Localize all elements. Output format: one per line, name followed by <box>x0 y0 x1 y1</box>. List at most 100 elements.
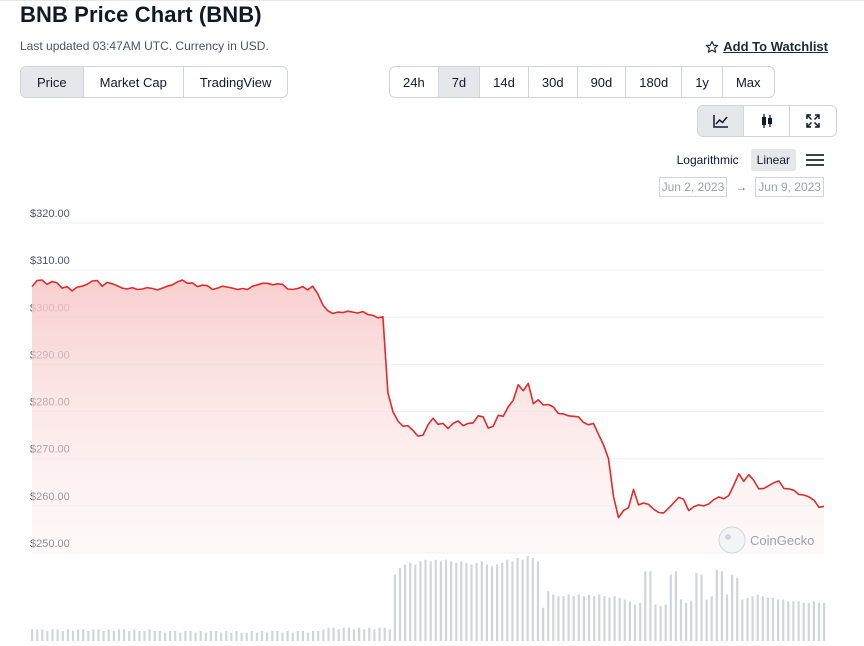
volume-bar <box>271 631 274 641</box>
date-from-input[interactable]: Jun 2, 2023 <box>658 177 728 197</box>
add-to-watchlist-link[interactable]: Add To Watchlist <box>705 39 828 54</box>
candlestick-view-button[interactable] <box>744 106 790 136</box>
tab-market-cap[interactable]: Market Cap <box>84 67 184 97</box>
volume-bar <box>812 601 815 641</box>
range-180d[interactable]: 180d <box>626 67 683 97</box>
volume-bar <box>276 631 279 641</box>
volume-bar <box>644 571 647 641</box>
volume-bar <box>286 631 289 641</box>
volume-bar <box>593 596 596 641</box>
volume-bar <box>153 631 156 641</box>
range-14d[interactable]: 14d <box>480 67 529 97</box>
volume-bar <box>148 629 151 641</box>
volume-bar <box>322 629 325 641</box>
volume-bar <box>36 629 39 641</box>
volume-bar <box>700 574 703 641</box>
volume-bar <box>194 632 197 641</box>
volume-bar <box>506 559 509 641</box>
date-range: Jun 2, 2023 → Jun 9, 2023 <box>658 177 824 197</box>
range-90d[interactable]: 90d <box>578 67 627 97</box>
volume-bar <box>766 597 769 641</box>
volume-bar <box>526 556 529 641</box>
top-divider <box>0 0 864 1</box>
volume-bar <box>383 627 386 641</box>
volume-bar <box>685 602 688 641</box>
volume-bar <box>751 596 754 641</box>
volume-bar <box>429 561 432 641</box>
volume-bar <box>695 572 698 641</box>
volume-bar <box>444 559 448 641</box>
volume-bar <box>199 631 202 641</box>
volume-bar <box>761 596 764 641</box>
volume-bar <box>66 629 69 641</box>
volume-bar <box>623 599 626 641</box>
volume-bar <box>485 564 488 641</box>
range-7d[interactable]: 7d <box>438 67 481 97</box>
volume-bar <box>184 631 187 641</box>
volume-bar <box>56 629 59 641</box>
volume-bar <box>225 631 228 641</box>
volume-bar <box>567 594 570 641</box>
volume-bar <box>710 596 713 641</box>
volume-bar <box>792 601 795 641</box>
fullscreen-icon <box>806 114 820 128</box>
fullscreen-button[interactable] <box>790 106 836 136</box>
date-to-input[interactable]: Jun 9, 2023 <box>755 177 824 197</box>
volume-bar <box>332 627 335 641</box>
volume-bar <box>608 597 611 641</box>
menu-icon[interactable] <box>806 153 824 167</box>
range-30d[interactable]: 30d <box>529 67 578 97</box>
volume-bar <box>557 596 560 641</box>
volume-bar <box>603 596 606 641</box>
range-1y[interactable]: 1y <box>682 67 723 97</box>
logarithmic-scale-option[interactable]: Logarithmic <box>676 153 739 167</box>
volume-bar <box>281 632 284 641</box>
scale-toggle: Logarithmic Linear <box>671 148 824 172</box>
volume-bar <box>97 629 100 641</box>
volume-bar <box>475 563 478 641</box>
volume-bar <box>352 629 356 641</box>
volume-bar <box>521 559 524 641</box>
volume-bar <box>419 561 422 641</box>
line-view-button[interactable] <box>698 106 744 136</box>
volume-bar <box>46 631 49 641</box>
line-chart-icon <box>712 115 728 128</box>
volume-bar <box>736 577 739 641</box>
volume-bar <box>409 563 412 641</box>
range-24h[interactable]: 24h <box>390 67 439 97</box>
volume-bar <box>117 629 121 641</box>
volume-bar <box>455 563 458 641</box>
volume-bar <box>715 569 718 641</box>
volume-bar <box>158 631 161 641</box>
volume-bar <box>771 597 775 641</box>
volume-bar <box>327 627 330 641</box>
y-tick-label: $320.00 <box>30 208 70 220</box>
volume-bar <box>654 604 657 641</box>
volume-bar <box>582 596 585 641</box>
volume-bar <box>87 631 90 641</box>
tab-tradingview[interactable]: TradingView <box>199 74 272 90</box>
volume-bar <box>450 561 453 641</box>
volume-bar <box>756 594 759 641</box>
volume-bar <box>291 632 294 641</box>
range-max[interactable]: Max <box>735 74 761 90</box>
volume-bar <box>705 599 708 641</box>
tab-price[interactable]: Price <box>21 67 84 97</box>
volume-bar <box>61 631 64 641</box>
price-chart: $320.00$310.00$300.00$290.00$280.00$270.… <box>30 208 826 641</box>
volume-bar <box>496 564 499 641</box>
volume-bar <box>245 632 248 641</box>
volume-bar <box>633 604 637 641</box>
volume-bar <box>674 571 677 641</box>
candlestick-icon <box>761 114 772 128</box>
volume-bar <box>260 631 264 641</box>
volume-bar <box>434 559 437 641</box>
volume-bar <box>347 627 350 641</box>
linear-scale-option[interactable]: Linear <box>750 149 796 171</box>
volume-bar <box>797 601 800 641</box>
volume-bar <box>337 629 340 641</box>
volume-bar <box>128 631 131 641</box>
price-series-line <box>31 279 825 519</box>
volume-bar <box>209 631 212 641</box>
volume-bar <box>598 594 601 641</box>
